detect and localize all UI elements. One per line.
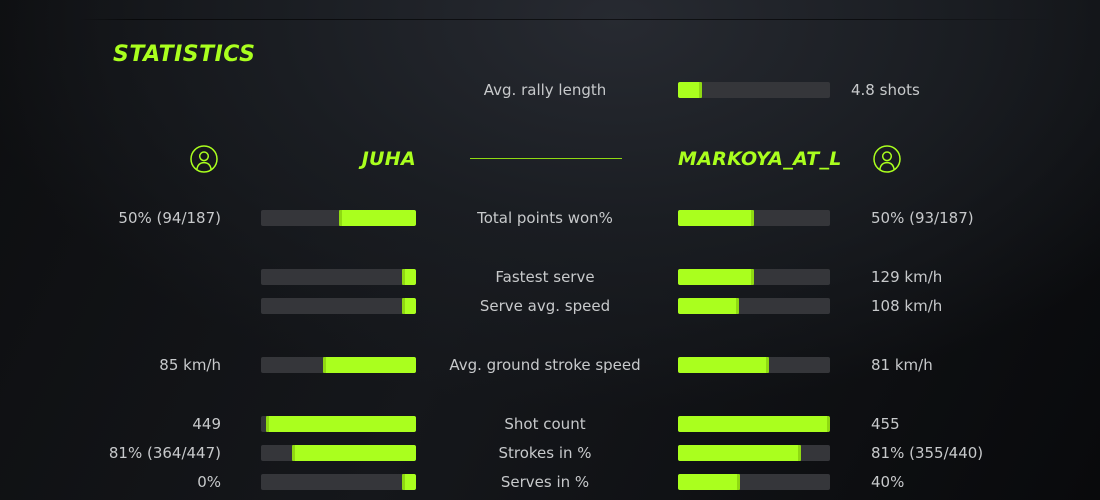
player-name-right: MARKOYA_AT_L [678,148,842,170]
stat-label: Serves in % [500,473,590,491]
left-player-value: 0% [197,473,221,491]
stat-row: 449 Shot count 455 [0,416,1100,432]
bar-fill [323,357,416,373]
bar-fill [678,210,754,226]
right-player-value: 108 km/h [871,297,943,315]
user-icon [873,145,901,173]
stat-label: Serve avg. speed [479,297,611,315]
player-name-left: JUHA [361,148,416,170]
user-icon [190,145,218,173]
right-player-bar [678,210,830,226]
bar-fill [402,474,416,490]
bar-fill [292,445,416,461]
left-player-value [40,298,221,314]
left-player-bar [261,269,416,285]
players-divider-line [470,158,622,159]
bar-fill [402,298,416,314]
stat-row: Serve avg. speed 108 km/h [0,298,1100,314]
bar-fill [265,416,416,432]
right-player-value: 455 [871,415,900,433]
rally-bar-fill [678,82,703,98]
left-player-value: 85 km/h [159,356,221,374]
bar-fill [678,445,802,461]
right-player-bar [678,269,830,285]
left-player-bar [261,416,416,432]
stat-row: 0% Serves in % 40% [0,474,1100,490]
page-title: STATISTICS [113,42,256,67]
stat-label: Strokes in % [498,444,592,462]
rally-bar [678,82,830,98]
bar-fill [402,269,416,285]
left-player-value [40,269,221,285]
rally-label: Avg. rally length [483,81,607,99]
right-player-value: 81% (355/440) [871,444,984,462]
left-player-bar [261,298,416,314]
left-player-value: 449 [192,415,221,433]
stat-row: Fastest serve 129 km/h [0,269,1100,285]
right-player-bar [678,445,830,461]
left-player-bar [261,445,416,461]
stat-row: 50% (94/187) Total points won% 50% (93/1… [0,210,1100,226]
left-player-value: 81% (364/447) [108,444,221,462]
right-player-bar [678,416,830,432]
stat-label: Avg. ground stroke speed [449,356,641,374]
bar-fill [678,298,739,314]
right-player-value: 129 km/h [871,268,943,286]
bar-fill [678,416,830,432]
bar-fill [678,474,741,490]
stat-row: 85 km/h Avg. ground stroke speed 81 km/h [0,357,1100,373]
bar-fill [678,357,770,373]
right-player-bar [678,298,830,314]
stat-row: 81% (364/447) Strokes in % 81% (355/440) [0,445,1100,461]
rally-row: Avg. rally length 4.8 shots [0,82,1100,98]
rally-value: 4.8 shots [851,81,920,99]
bar-fill [678,269,754,285]
right-player-bar [678,474,830,490]
top-divider [0,19,1100,20]
bar-fill [338,210,416,226]
left-player-bar [261,210,416,226]
stat-label: Shot count [504,415,586,433]
left-player-value: 50% (94/187) [118,209,221,227]
left-player-bar [261,357,416,373]
left-player-bar [261,474,416,490]
stat-label: Total points won% [477,209,613,227]
right-player-bar [678,357,830,373]
right-player-value: 50% (93/187) [871,209,974,227]
right-player-value: 40% [871,473,905,491]
stat-label: Fastest serve [495,268,595,286]
right-player-value: 81 km/h [871,356,933,374]
